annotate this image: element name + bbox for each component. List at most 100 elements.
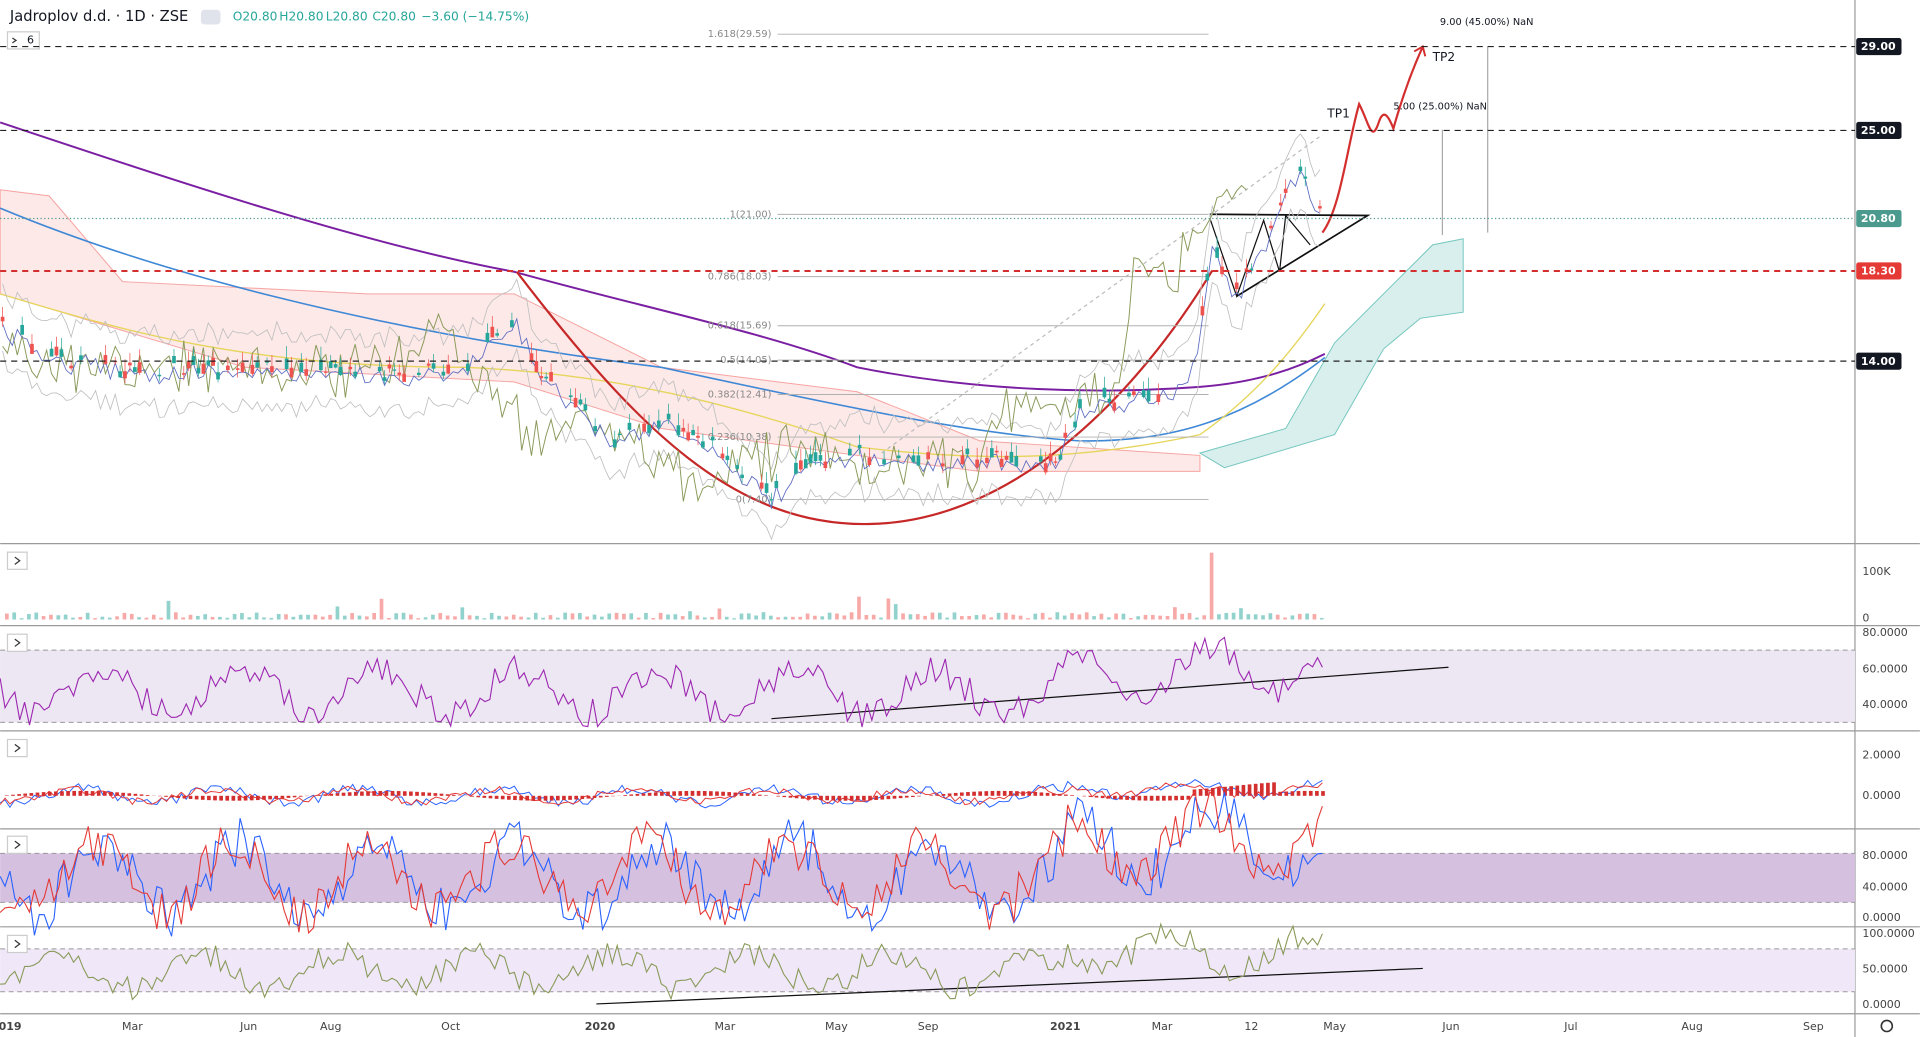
macd-hist [133,793,138,796]
candle-body [30,343,34,354]
macd-hist [1253,783,1258,796]
candle-body [328,361,333,369]
volume-bar [453,616,457,620]
macd-hist [886,795,891,800]
ohlc-value: C20.80 [372,10,416,24]
volume-bar [1121,613,1126,620]
ma-50 [0,293,1326,458]
candle-body [132,367,137,372]
macd-hist [127,793,132,796]
volume-bar [886,598,891,620]
candle-body [270,366,274,373]
volume-bar [600,616,604,620]
settings-icon[interactable] [1880,1019,1894,1033]
macd-hist [1100,795,1105,799]
candle-body [226,365,230,371]
volume-bar [232,613,237,620]
candle-body [808,454,813,464]
macd-hist [1033,791,1038,796]
candle-body [617,433,622,436]
macd-hist [1064,794,1068,796]
candle-body [79,355,83,360]
macd-hist [427,792,432,796]
candle-body [196,367,201,374]
volume-bar [409,614,413,620]
candle-body [377,366,382,372]
candle-body [1058,454,1063,460]
macd-hist [911,795,915,798]
macd-hist [445,794,450,796]
macd-hist [41,792,46,796]
macd-hist [409,791,413,796]
ohlc-value: O20.80 [233,10,278,24]
volume-bar [717,608,722,620]
macd-hist [543,795,548,801]
macd-hist [904,795,909,798]
volume-bar [732,618,736,620]
candle-body [1200,306,1205,316]
volume-bar [284,614,288,620]
volume-bar [1026,618,1030,620]
candle-body [1132,391,1136,396]
candle-body [206,360,211,366]
candle-body [338,366,343,375]
candle-body [397,372,402,375]
volume-bar [1033,613,1038,620]
collapse-button[interactable] [6,835,28,854]
macd-hist [96,791,101,796]
volume-bar [960,616,964,620]
collapse-button[interactable] [6,633,28,652]
volume-bar [651,618,656,620]
collapse-button[interactable] [6,551,28,570]
pane-axis-label: 40.0000 [1862,698,1908,711]
volume-bar [724,616,729,620]
macd-hist [1137,795,1142,801]
macd-hist [641,793,646,796]
volume-bar [210,616,215,620]
macd-hist [1247,784,1252,796]
candle-body [304,369,309,376]
macd-hist [819,795,823,800]
fib-label: 0.5(14.05) [720,355,771,366]
candle-body [676,425,681,436]
macd-hist [268,795,272,800]
macd-hist [1296,791,1301,796]
candle-body [490,326,495,338]
candle-body [1038,456,1043,462]
volume-bar [673,614,678,620]
candle-body [1205,273,1210,281]
collapse-button[interactable] [6,934,28,954]
macd-hist [11,794,15,796]
annotation: 9.00 (45.00%) NaN [1440,17,1534,28]
volume-bar [122,612,127,620]
volume-bar [1253,614,1258,620]
candle-body [994,450,999,453]
volume-bar [188,614,193,620]
volume-bar [27,614,31,620]
volume-bar [842,615,847,620]
time-label: Mar [1152,1020,1173,1033]
volume-bar [1128,618,1133,620]
volume-bar [438,613,443,620]
macd-hist [837,795,842,801]
macd-hist [1290,791,1295,796]
candle-body [710,436,715,441]
candle-body [0,316,5,322]
time-label: Aug [1681,1020,1702,1033]
candle-body [735,465,740,469]
macd-hist [898,795,903,799]
indicators-toggle[interactable] [6,31,40,50]
candle-body [960,455,965,465]
collapse-button[interactable] [6,738,28,758]
candle-body [172,355,176,364]
candle-body [813,452,818,462]
level-tag [1856,121,1902,140]
candle-body [1215,247,1219,258]
annotation: TP1 [1326,106,1350,120]
candle-body [333,364,338,368]
candle-body [103,355,108,364]
volume-bar [533,612,538,620]
eye-button[interactable] [200,9,221,25]
macd-hist [1308,790,1313,796]
volume-bar [1018,615,1023,620]
